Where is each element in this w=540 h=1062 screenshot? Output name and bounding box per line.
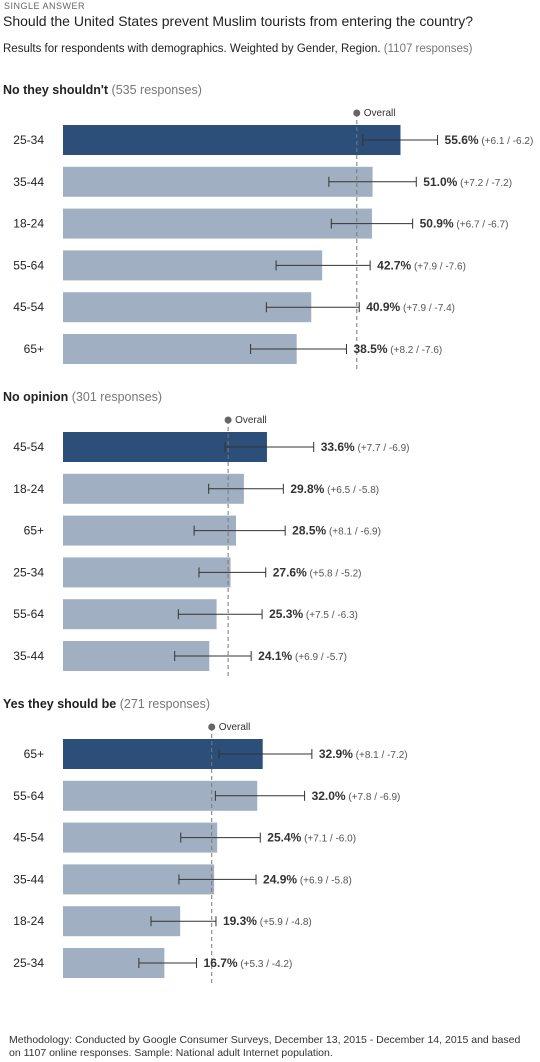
value-percent: 27.6% — [273, 565, 307, 579]
margin-of-error: (+6.5 / -5.8) — [324, 485, 379, 496]
category-label: 55-64 — [13, 607, 44, 621]
value-label: 50.9% (+6.7 / -6.7) — [420, 217, 509, 231]
value-label: 16.7% (+5.3 / -4.2) — [204, 956, 293, 970]
value-label: 24.1% (+6.9 / -5.7) — [258, 649, 347, 663]
category-label: 35-44 — [13, 649, 44, 663]
bar — [63, 166, 373, 197]
page-title: Should the United States prevent Muslim … — [3, 13, 474, 29]
margin-of-error: (+7.1 / -6.0) — [301, 834, 356, 845]
value-percent: 40.9% — [366, 300, 400, 314]
section-answer: Yes they should be — [3, 697, 117, 711]
margin-of-error: (+7.8 / -6.9) — [346, 792, 401, 803]
value-percent: 55.6% — [445, 133, 479, 147]
value-label: 25.3% (+7.5 / -6.3) — [269, 607, 358, 621]
value-percent: 24.1% — [258, 649, 292, 663]
value-label: 19.3% (+5.9 / -4.8) — [223, 914, 312, 928]
margin-of-error: (+7.2 / -7.2) — [457, 178, 512, 189]
value-percent: 25.3% — [269, 607, 303, 621]
overall-dot — [208, 723, 216, 731]
value-percent: 25.4% — [267, 831, 301, 845]
question-type-label: SINGLE ANSWER — [4, 1, 86, 11]
category-label: 18-24 — [13, 217, 44, 231]
value-label: 32.9% (+8.1 / -7.2) — [319, 747, 408, 761]
value-percent: 42.7% — [377, 258, 411, 272]
section-response-count: (271 responses) — [119, 697, 211, 711]
category-label: 65+ — [24, 524, 44, 538]
value-label: 42.7% (+7.9 / -7.6) — [377, 258, 466, 272]
value-label: 29.8% (+6.5 / -5.8) — [290, 482, 379, 496]
value-percent: 32.0% — [312, 789, 346, 803]
category-label: 65+ — [24, 747, 44, 761]
overall-dot — [353, 109, 361, 117]
value-percent: 50.9% — [420, 217, 454, 231]
category-label: 18-24 — [13, 914, 44, 928]
overall-label: Overall — [235, 415, 267, 426]
category-label: 45-54 — [13, 831, 44, 845]
margin-of-error: (+7.7 / -6.9) — [355, 443, 410, 454]
value-percent: 51.0% — [423, 175, 457, 189]
value-label: 38.5% (+8.2 / -7.6) — [353, 342, 442, 356]
category-label: 45-54 — [13, 300, 44, 314]
value-label: 33.6% (+7.7 / -6.9) — [321, 440, 410, 454]
value-label: 40.9% (+7.9 / -7.4) — [366, 300, 455, 314]
chart-no-they-shouldnt: 25-34 35-44 18-24 55-64 45-54 65+ Overall 55.6%… — [13, 108, 534, 370]
category-label: 45-54 — [13, 440, 44, 454]
category-label: 25-34 — [13, 956, 44, 970]
value-label: 51.0% (+7.2 / -7.2) — [423, 175, 512, 189]
value-percent: 16.7% — [204, 956, 238, 970]
value-label: 24.9% (+6.9 / -5.8) — [263, 872, 352, 886]
category-label: 35-44 — [13, 872, 44, 886]
category-label: 18-24 — [13, 482, 44, 496]
chart-no-opinion: 45-54 18-24 65+ 25-34 55-64 35-44 Overall 33.6%… — [13, 415, 410, 677]
margin-of-error: (+6.9 / -5.8) — [297, 875, 352, 886]
section-title-no: No they shouldn't (535 responses) — [3, 83, 202, 97]
bar — [63, 208, 372, 239]
margin-of-error: (+5.8 / -5.2) — [307, 568, 362, 579]
section-response-count: (535 responses) — [111, 83, 202, 97]
margin-of-error: (+8.2 / -7.6) — [388, 345, 443, 356]
margin-of-error: (+6.1 / -6.2) — [479, 136, 534, 147]
value-percent: 33.6% — [321, 440, 355, 454]
value-percent: 29.8% — [290, 482, 324, 496]
margin-of-error: (+5.3 / -4.2) — [238, 959, 293, 970]
margin-of-error: (+7.9 / -7.6) — [411, 261, 466, 272]
value-label: 27.6% (+5.8 / -5.2) — [273, 565, 362, 579]
category-label: 65+ — [24, 342, 44, 356]
value-percent: 28.5% — [292, 524, 326, 538]
value-percent: 19.3% — [223, 914, 257, 928]
value-label: 55.6% (+6.1 / -6.2) — [445, 133, 534, 147]
section-answer: No they shouldn't — [3, 83, 109, 97]
section-title-no-opinion: No opinion (301 responses) — [3, 390, 162, 404]
value-percent: 32.9% — [319, 747, 353, 761]
value-label: 25.4% (+7.1 / -6.0) — [267, 831, 356, 845]
category-label: 55-64 — [13, 258, 44, 272]
subtitle-response-count: (1107 responses) — [383, 43, 473, 55]
margin-of-error: (+8.1 / -7.2) — [353, 750, 408, 761]
page-subtitle: Results for respondents with demographic… — [3, 43, 472, 55]
margin-of-error: (+6.9 / -5.7) — [292, 652, 347, 663]
section-answer: No opinion — [3, 390, 69, 404]
section-title-yes: Yes they should be (271 responses) — [3, 697, 210, 711]
overall-label: Overall — [364, 108, 396, 119]
overall-dot — [224, 416, 232, 424]
methodology-note: Methodology: Conducted by Google Consume… — [9, 1034, 521, 1059]
value-label: 32.0% (+7.8 / -6.9) — [312, 789, 401, 803]
margin-of-error: (+7.5 / -6.3) — [303, 610, 358, 621]
bar — [63, 125, 401, 155]
category-label: 25-34 — [13, 565, 44, 579]
margin-of-error: (+5.9 / -4.8) — [257, 917, 312, 928]
category-label: 25-34 — [13, 133, 44, 147]
value-percent: 24.9% — [263, 872, 297, 886]
chart-yes-they-should-be: 65+ 55-64 45-54 35-44 18-24 25-34 Overall 32.9%… — [13, 722, 408, 984]
overall-label: Overall — [219, 722, 251, 733]
value-label: 28.5% (+8.1 / -6.9) — [292, 524, 381, 538]
section-response-count: (301 responses) — [71, 390, 163, 404]
subtitle-text: Results for respondents with demographic… — [3, 43, 381, 55]
margin-of-error: (+6.7 / -6.7) — [454, 220, 509, 231]
value-percent: 38.5% — [353, 342, 387, 356]
margin-of-error: (+8.1 / -6.9) — [326, 527, 381, 538]
category-label: 55-64 — [13, 789, 44, 803]
margin-of-error: (+7.9 / -7.4) — [400, 303, 455, 314]
category-label: 35-44 — [13, 175, 44, 189]
